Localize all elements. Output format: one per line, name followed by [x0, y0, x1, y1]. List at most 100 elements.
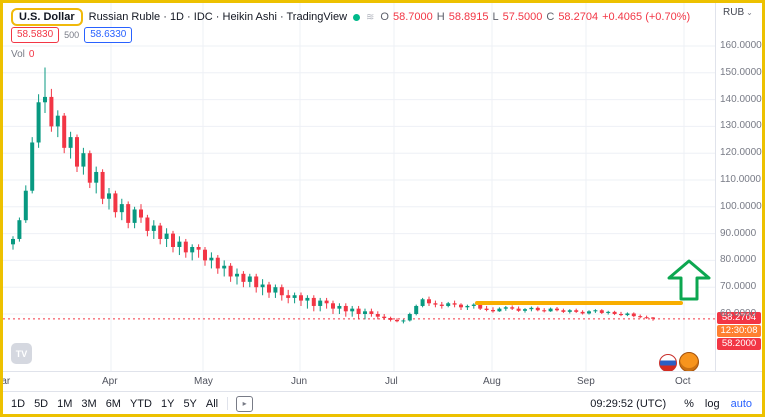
candle-body — [177, 241, 182, 247]
candle-body — [49, 96, 54, 127]
candle-body — [94, 171, 99, 183]
candle-body — [439, 304, 444, 306]
time-axis-label: Jun — [291, 376, 308, 387]
price-axis[interactable]: RUB ⌄ 58.2704 12:30:08 58.2000 160.0000 15… — [715, 3, 762, 371]
candle-body — [11, 238, 15, 245]
price-axis-label: 100.0000 — [720, 200, 762, 212]
indicator-length-label: 500 — [64, 30, 80, 40]
go-to-date-button[interactable]: ▸ — [236, 395, 254, 412]
candle-body — [247, 276, 252, 282]
range-button-YTD[interactable]: YTD — [129, 397, 152, 410]
candle-body — [484, 308, 489, 310]
candle-body — [132, 209, 137, 223]
candle-body — [75, 137, 79, 167]
price-chart-pane[interactable] — [3, 3, 715, 371]
clock-utc[interactable]: 09:29:52 (UTC) — [590, 397, 667, 410]
symbol-description[interactable]: Russian Ruble · 1D · IDC · Heikin Ashi ·… — [88, 11, 348, 23]
percent-scale-button[interactable]: % — [684, 397, 694, 410]
range-button-3M[interactable]: 3M — [81, 397, 97, 410]
basketball-icon — [679, 352, 699, 372]
candle-body — [452, 303, 457, 305]
candle-body — [158, 225, 163, 239]
time-axis-label: May — [194, 376, 213, 387]
auto-scale-button[interactable]: auto — [730, 397, 752, 410]
candle-body — [638, 316, 643, 318]
candle-body — [62, 115, 67, 148]
time-axis-label: Oct — [675, 376, 691, 387]
candle-body — [107, 193, 111, 199]
time-axis[interactable]: Mar Apr May Jun Jul Aug Sep Oct — [3, 371, 762, 392]
candle-body — [222, 265, 227, 269]
chart-header: U.S. Dollar Russian Ruble · 1D · IDC · H… — [11, 8, 690, 26]
candle-body — [36, 102, 41, 143]
candle-body — [606, 311, 611, 313]
candle-body — [279, 287, 284, 296]
candle-body — [337, 305, 342, 309]
candle-body — [503, 307, 508, 309]
chevron-down-icon: ⌄ — [746, 8, 753, 17]
up-arrow-drawing[interactable] — [667, 259, 711, 301]
high-label: H — [436, 11, 445, 23]
candle-body — [139, 209, 143, 218]
high-value: 58.8915 — [448, 11, 489, 23]
candle-body — [311, 297, 316, 306]
candle-body — [331, 303, 335, 309]
range-button-All[interactable]: All — [205, 397, 219, 410]
currency-selector[interactable]: RUB ⌄ — [723, 7, 753, 18]
candle-body — [145, 217, 150, 231]
candle-body — [375, 314, 380, 317]
indicator-badge-red[interactable]: 58.5830 — [11, 27, 60, 43]
close-value: 58.2704 — [558, 11, 599, 23]
candle-body — [30, 142, 35, 191]
candle-body — [215, 257, 220, 269]
symbol-name-highlighted[interactable]: U.S. Dollar — [11, 8, 83, 26]
range-button-5Y[interactable]: 5Y — [183, 397, 197, 410]
candle-body — [267, 284, 271, 293]
market-status-icon — [353, 13, 361, 21]
candle-body — [491, 309, 495, 312]
indicator-badge-blue[interactable]: 58.6330 — [84, 27, 133, 43]
open-value: 58.7000 — [392, 11, 433, 23]
candle-body — [273, 287, 278, 293]
candle-body — [401, 320, 406, 322]
close-label: C — [546, 11, 555, 23]
candle-body — [113, 193, 118, 213]
time-axis-label: Mar — [3, 376, 11, 387]
candle-body — [529, 307, 534, 310]
log-scale-button[interactable]: log — [704, 397, 720, 410]
chart-content: U.S. Dollar Russian Ruble · 1D · IDC · H… — [3, 3, 762, 414]
range-button-5D[interactable]: 5D — [34, 397, 49, 410]
volume-label[interactable]: Vol — [11, 49, 25, 60]
scale-controls: % log auto — [684, 398, 752, 410]
candle-body — [599, 310, 604, 313]
candle-body — [23, 190, 28, 221]
candle-body — [183, 241, 188, 253]
time-axis-label: Jul — [385, 376, 398, 387]
candle-body — [209, 257, 214, 261]
time-axis-label: Aug — [483, 376, 501, 387]
price-axis-label: 110.0000 — [720, 174, 761, 185]
range-button-1D[interactable]: 1D — [11, 397, 26, 410]
candle-body — [382, 316, 387, 319]
toolbar-divider — [227, 397, 229, 410]
candle-body — [164, 233, 169, 239]
candle-body — [100, 171, 105, 199]
candle-body — [388, 318, 393, 320]
candle-body — [119, 204, 124, 213]
candle-body — [324, 300, 329, 304]
change-value: +0.4065 (+0.70%) — [602, 11, 691, 23]
tradingview-watermark-logo[interactable]: TV — [11, 343, 32, 364]
range-button-1M[interactable]: 1M — [57, 397, 73, 410]
bar-countdown-badge: 12:30:08 — [717, 325, 761, 337]
range-button-6M[interactable]: 6M — [105, 397, 121, 410]
candle-body — [433, 303, 438, 305]
candle-body — [196, 247, 201, 250]
price-axis-label: 130.0000 — [720, 120, 762, 132]
candle-body — [631, 313, 636, 317]
candle-body — [55, 115, 60, 127]
candle-body — [318, 300, 323, 306]
candle-body — [369, 311, 374, 314]
range-button-1Y[interactable]: 1Y — [160, 397, 175, 410]
prev-close-badge: 58.2000 — [717, 338, 761, 350]
candle-body — [510, 307, 515, 309]
